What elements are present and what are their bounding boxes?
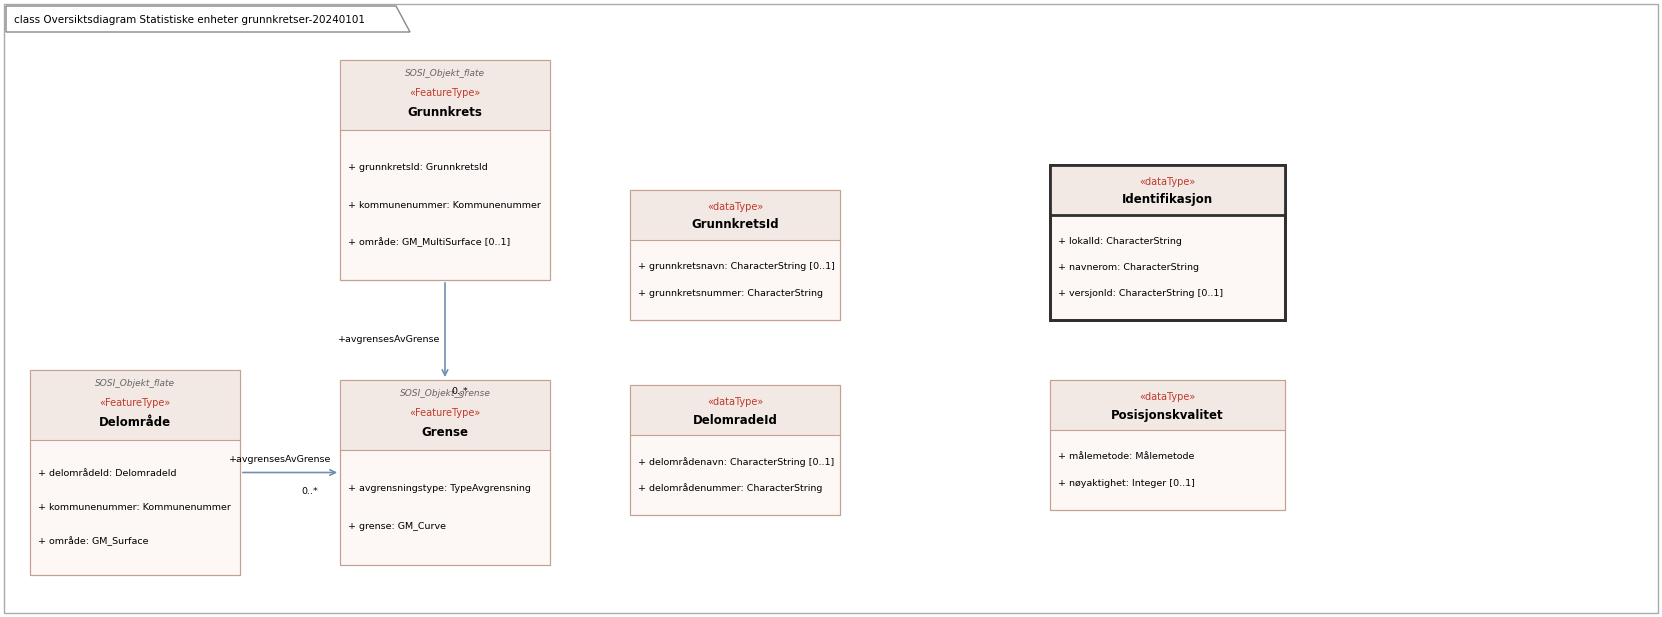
Bar [341,60,550,280]
Polygon shape [7,6,411,32]
Bar [1050,380,1285,510]
Bar [30,370,239,575]
Bar [1050,165,1285,320]
Text: +avgrensesAvGrensе: +avgrensesAvGrensе [337,336,440,344]
Text: Grense: Grense [422,426,469,439]
Text: + delområdeId: DelomradeId: + delområdeId: DelomradeId [38,470,176,478]
Bar [341,380,550,450]
Text: SOSI_Objekt_grense: SOSI_Objekt_grense [399,389,490,399]
Text: + grunnkretsnummer: CharacterString: + grunnkretsnummer: CharacterString [638,289,823,298]
Text: «FeatureType»: «FeatureType» [409,88,480,98]
Text: Posisjonskvalitet: Posisjonskvalitet [1112,408,1223,421]
Text: + lokalId: CharacterString: + lokalId: CharacterString [1059,237,1182,246]
Bar [341,60,550,280]
Bar [1050,380,1285,510]
Text: +avgrensesAvGrensе: +avgrensesAvGrensе [229,455,331,465]
Text: + nøyaktighet: Integer [0..1]: + nøyaktighet: Integer [0..1] [1059,479,1195,488]
Bar [630,385,839,515]
Bar [1050,165,1285,320]
Text: «dataType»: «dataType» [1140,392,1195,402]
Text: + grense: GM_Curve: + grense: GM_Curve [347,522,445,531]
Text: 0..*: 0..* [301,486,319,495]
Bar [630,190,839,320]
Text: «dataType»: «dataType» [1140,177,1195,187]
Bar [630,385,839,515]
Bar [341,380,550,565]
Text: + delområdenavn: CharacterString [0..1]: + delområdenavn: CharacterString [0..1] [638,457,834,466]
Bar [1050,380,1285,430]
Bar [1050,165,1285,215]
Text: DelomradeId: DelomradeId [693,413,778,426]
Text: + område: GM_MultiSurface [0..1]: + område: GM_MultiSurface [0..1] [347,238,510,247]
Text: + kommunenummer: Kommunenummer: + kommunenummer: Kommunenummer [38,503,231,512]
Bar [341,380,550,565]
Text: Grunnkrets: Grunnkrets [407,106,482,118]
Bar [30,370,239,575]
Text: GrunnkretsId: GrunnkretsId [691,218,779,231]
Bar [630,385,839,435]
Text: SOSI_Objekt_flate: SOSI_Objekt_flate [95,379,175,389]
Text: Identifikasjon: Identifikasjon [1122,194,1213,207]
Bar [30,370,239,440]
Text: + versjonId: CharacterString [0..1]: + versjonId: CharacterString [0..1] [1059,289,1223,298]
Text: «FeatureType»: «FeatureType» [409,408,480,418]
Text: + avgrensningstype: TypeAvgrensning: + avgrensningstype: TypeAvgrensning [347,484,530,493]
Text: 0..*: 0..* [450,387,467,397]
Text: + målemetode: Målemetode: + målemetode: Målemetode [1059,452,1195,461]
Text: «FeatureType»: «FeatureType» [100,398,171,408]
Text: «dataType»: «dataType» [706,202,763,212]
Text: + navnerom: CharacterString: + navnerom: CharacterString [1059,263,1198,272]
Text: + kommunenummer: Kommunenummer: + kommunenummer: Kommunenummer [347,201,540,210]
Text: class Oversiktsdiagram Statistiske enheter grunnkretser-20240101: class Oversiktsdiagram Statistiske enhet… [13,15,366,25]
Text: + grunnkretsnavn: CharacterString [0..1]: + grunnkretsnavn: CharacterString [0..1] [638,262,834,271]
Bar [341,60,550,130]
Text: + grunnkretsId: GrunnkretsId: + grunnkretsId: GrunnkretsId [347,163,487,172]
Text: + område: GM_Surface: + område: GM_Surface [38,536,148,546]
Text: Delområde: Delområde [100,415,171,428]
Text: «dataType»: «dataType» [706,397,763,407]
Bar [630,190,839,240]
Text: + delområdenummer: CharacterString: + delområdenummer: CharacterString [638,483,823,493]
Text: SOSI_Objekt_flate: SOSI_Objekt_flate [406,70,485,78]
Bar [630,190,839,320]
